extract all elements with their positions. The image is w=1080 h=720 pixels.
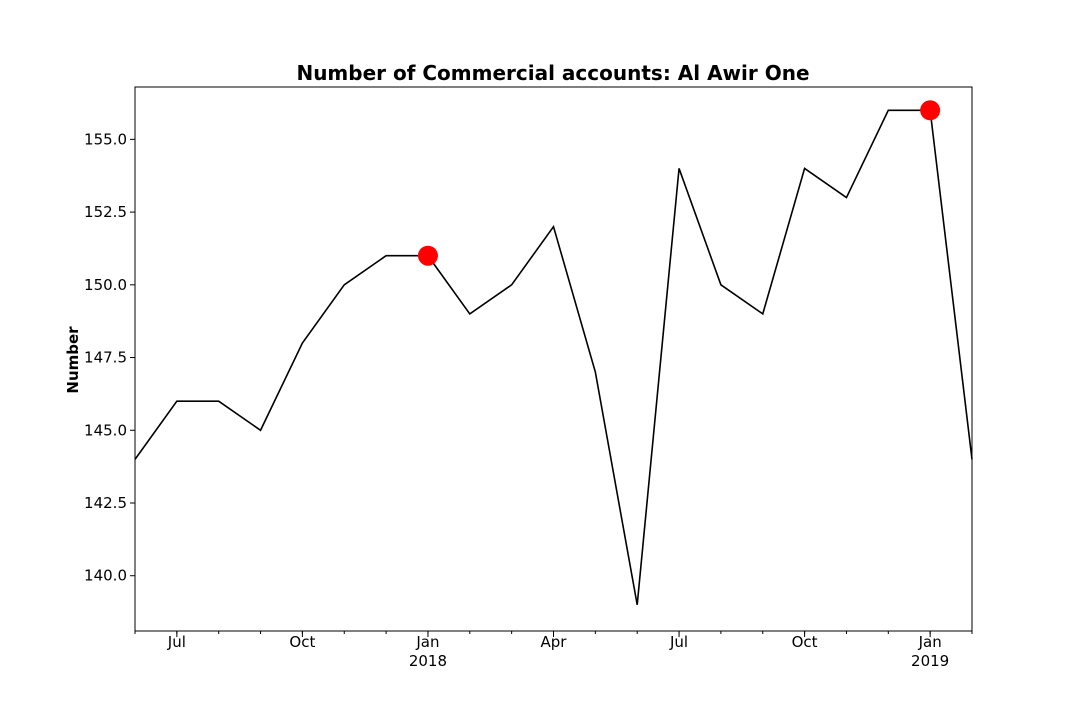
x-tick-year: 2019 xyxy=(911,652,949,670)
plot-frame xyxy=(134,86,973,632)
y-tick-label: 150.0 xyxy=(84,276,127,294)
highlight-marker xyxy=(920,100,941,121)
y-tick-label: 145.0 xyxy=(84,421,127,439)
data-line xyxy=(134,109,973,605)
y-tick-label: 147.5 xyxy=(84,349,127,367)
x-tick-label: Apr xyxy=(541,633,568,651)
x-tick-year: 2018 xyxy=(409,652,447,670)
y-tick-label: 142.5 xyxy=(84,494,127,512)
y-tick-label: 155.0 xyxy=(84,130,127,148)
x-tick-label: Oct xyxy=(792,633,818,651)
x-tick-label: Jul xyxy=(669,633,688,651)
y-tick-label: 140.0 xyxy=(84,567,127,585)
y-axis-label: Number xyxy=(64,326,82,394)
x-tick-label: Jan xyxy=(918,633,942,651)
x-tick-label: Jan xyxy=(415,633,439,651)
x-tick-label: Oct xyxy=(289,633,315,651)
y-tick-label: 152.5 xyxy=(84,203,127,221)
x-tick-label: Jul xyxy=(167,633,186,651)
chart-title: Number of Commercial accounts: Al Awir O… xyxy=(296,61,809,85)
highlight-marker xyxy=(417,245,438,266)
